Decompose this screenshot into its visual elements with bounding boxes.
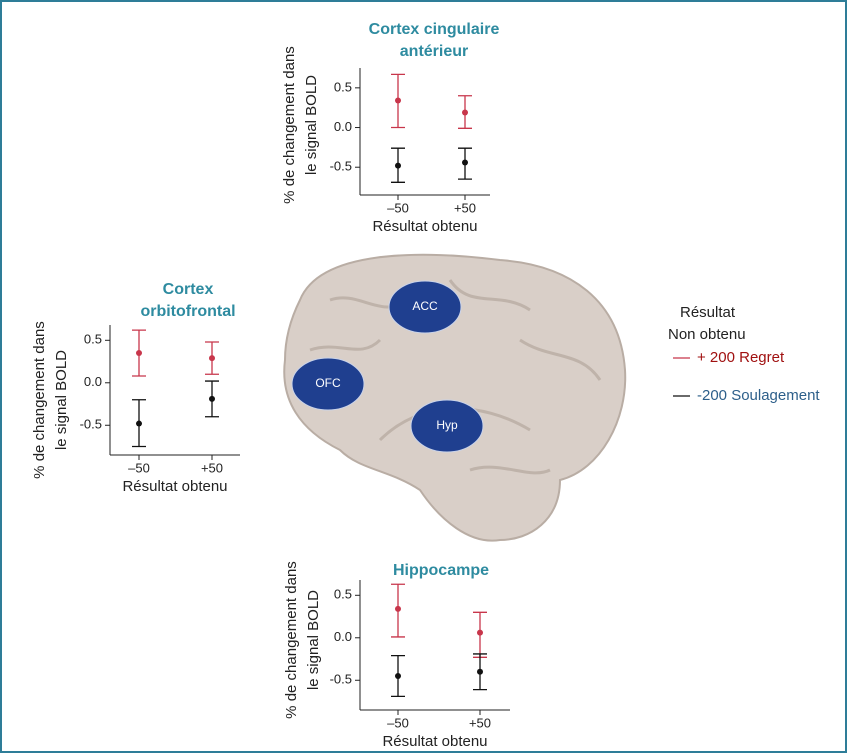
- point: [462, 109, 468, 116]
- y-axis-label: % de changement dans: [31, 321, 48, 479]
- point: [209, 395, 215, 402]
- x-tick-label: +50: [201, 460, 223, 475]
- y-axis-label: % de changement dans: [283, 561, 300, 719]
- point: [136, 350, 142, 357]
- y-tick-label: 0.5: [84, 332, 102, 347]
- y-tick-label: 0.0: [84, 374, 102, 389]
- legend-title: Non obtenu: [668, 326, 746, 343]
- region-label: ACC: [412, 299, 438, 313]
- chart-title: antérieur: [400, 43, 468, 60]
- y-tick-label: 0.5: [334, 79, 352, 94]
- x-tick-label: –50: [387, 200, 409, 215]
- x-axis-label: Résultat obtenu: [372, 218, 477, 235]
- legend: Résultat Non obtenu + 200 Regret -200 Soula…: [668, 304, 820, 404]
- x-tick-label: +50: [469, 715, 491, 730]
- region-label: OFC: [315, 376, 341, 390]
- point: [477, 629, 483, 636]
- legend-label: -200 Soulagement: [697, 387, 820, 404]
- y-tick-label: 0.5: [334, 587, 352, 602]
- region: [410, 399, 484, 453]
- point: [395, 97, 401, 104]
- point: [462, 159, 468, 166]
- x-tick-label: –50: [128, 460, 150, 475]
- chart-title: Cortex: [163, 281, 214, 298]
- legend-title: Résultat: [680, 304, 736, 321]
- y-axis-label: le signal BOLD: [53, 350, 70, 450]
- y-tick-label: -0.5: [330, 159, 352, 174]
- x-tick-label: –50: [387, 715, 409, 730]
- point: [395, 673, 401, 680]
- region: [291, 357, 365, 411]
- region: [388, 280, 462, 334]
- y-tick-label: 0.0: [334, 629, 352, 644]
- y-tick-label: 0.0: [334, 119, 352, 134]
- x-axis-label: Résultat obtenu: [122, 478, 227, 495]
- point: [395, 605, 401, 612]
- point: [477, 668, 483, 675]
- point: [209, 355, 215, 362]
- chart-title: orbitofrontal: [140, 303, 235, 320]
- chart-title: Cortex cingulaire: [369, 21, 500, 38]
- y-tick-label: -0.5: [80, 417, 102, 432]
- point: [136, 420, 142, 427]
- x-axis-label: Résultat obtenu: [382, 733, 487, 750]
- legend-label: + 200 Regret: [697, 349, 785, 366]
- y-tick-label: -0.5: [330, 672, 352, 687]
- y-axis-label: le signal BOLD: [303, 75, 320, 175]
- region-label: Hyp: [436, 418, 458, 432]
- point: [395, 162, 401, 169]
- y-axis-label: le signal BOLD: [305, 590, 322, 690]
- x-tick-label: +50: [454, 200, 476, 215]
- y-axis-label: % de changement dans: [281, 46, 298, 204]
- chart-title: Hippocampe: [393, 562, 489, 579]
